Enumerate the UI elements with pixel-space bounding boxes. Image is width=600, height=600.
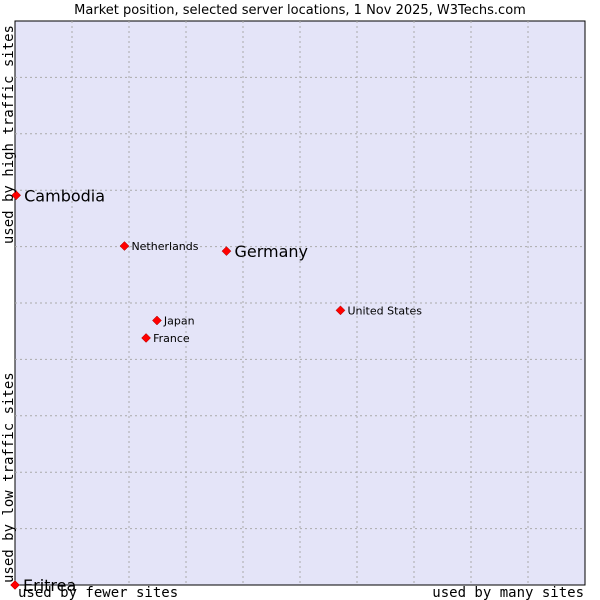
- point-united-states: [335, 305, 346, 316]
- point-netherlands: [119, 241, 130, 251]
- x-axis-label-low: used by fewer sites: [18, 585, 178, 600]
- point-label-cambodia: Cambodia: [24, 186, 105, 205]
- point-label-japan: Japan: [163, 314, 195, 327]
- data-points: Cambodia Netherlands Germany United States J…: [10, 186, 422, 595]
- point-label-germany: Germany: [234, 242, 308, 261]
- point-japan: [152, 315, 162, 326]
- point-label-eritrea: Eritrea: [23, 576, 76, 595]
- point-label-united-states: United States: [347, 304, 422, 317]
- point-cambodia: [11, 190, 21, 201]
- point-france: [141, 333, 151, 343]
- point-label-netherlands: Netherlands: [131, 240, 198, 253]
- x-axis-label-high: used by many sites: [432, 585, 584, 600]
- grid-lines: [15, 21, 585, 585]
- chart-title: Market position, selected server locatio…: [74, 3, 526, 18]
- y-axis-label-high: used by high traffic sites: [1, 25, 17, 244]
- y-axis-label-low: used by low traffic sites: [1, 372, 17, 583]
- point-eritrea: [10, 580, 20, 590]
- point-label-france: France: [153, 332, 190, 345]
- point-germany: [221, 246, 232, 256]
